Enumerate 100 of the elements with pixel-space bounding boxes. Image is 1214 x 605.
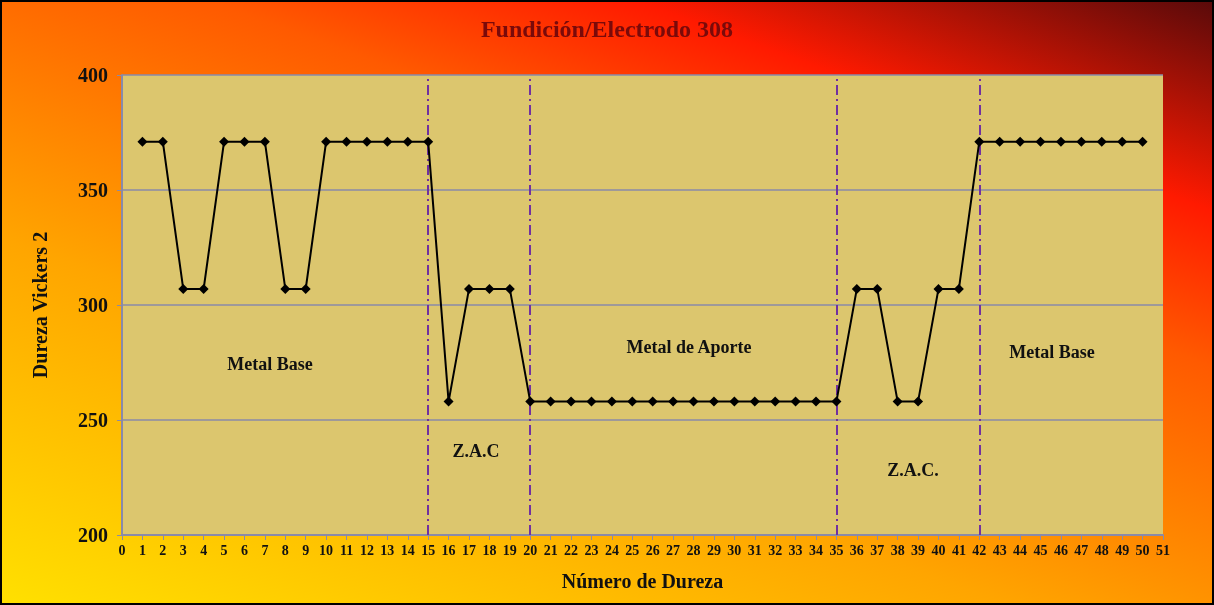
point bbox=[627, 396, 638, 407]
x-tick-label: 43 bbox=[992, 542, 1007, 558]
point bbox=[198, 283, 209, 294]
x-tick-label: 30 bbox=[727, 542, 742, 558]
x-tick-label: 14 bbox=[400, 542, 415, 558]
x-tick-label: 31 bbox=[747, 542, 762, 558]
x-tick-label: 20 bbox=[523, 542, 538, 558]
x-tick-label: 45 bbox=[1033, 542, 1048, 558]
x-tick-label: 2 bbox=[159, 542, 167, 558]
x-tick-label: 19 bbox=[502, 542, 517, 558]
x-tick-label: 27 bbox=[666, 542, 681, 558]
x-tick-label: 16 bbox=[441, 542, 456, 558]
x-tick-label: 3 bbox=[179, 542, 187, 558]
chart-title: Fundición/Electrodo 308 bbox=[480, 16, 734, 42]
y-tick-label: 200 bbox=[78, 524, 108, 546]
point bbox=[423, 136, 434, 147]
x-tick-label: 0 bbox=[118, 542, 126, 558]
x-axis-title: Número de Dureza bbox=[561, 570, 724, 592]
point bbox=[892, 396, 903, 407]
x-tick-label: 11 bbox=[339, 542, 354, 558]
annotation: Z.A.C. bbox=[887, 460, 939, 480]
x-tick-label: 28 bbox=[686, 542, 701, 558]
point bbox=[749, 396, 760, 407]
x-tick-label: 26 bbox=[645, 542, 660, 558]
y-tick-label: 350 bbox=[78, 179, 108, 201]
annotation: Z.A.C bbox=[452, 441, 500, 461]
point bbox=[933, 283, 944, 294]
x-tick-label: 8 bbox=[281, 542, 289, 558]
point bbox=[1096, 136, 1107, 147]
point bbox=[688, 396, 699, 407]
point bbox=[566, 396, 577, 407]
point bbox=[647, 396, 658, 407]
point bbox=[872, 283, 883, 294]
point bbox=[382, 136, 393, 147]
x-tick-label: 15 bbox=[421, 542, 436, 558]
point bbox=[1076, 136, 1087, 147]
point bbox=[1117, 136, 1128, 147]
point bbox=[402, 136, 413, 147]
point bbox=[137, 136, 148, 147]
x-tick-label: 21 bbox=[543, 542, 558, 558]
point bbox=[1035, 136, 1046, 147]
x-tick-label: 9 bbox=[302, 542, 310, 558]
point bbox=[729, 396, 740, 407]
x-tick-label: 17 bbox=[462, 542, 476, 558]
point bbox=[811, 396, 821, 407]
point bbox=[443, 396, 454, 407]
x-tick-label: 41 bbox=[951, 542, 966, 558]
point bbox=[606, 396, 617, 407]
point bbox=[994, 136, 1005, 147]
x-tick-label: 6 bbox=[240, 542, 248, 558]
x-tick-label: 12 bbox=[359, 542, 374, 558]
x-tick-label: 29 bbox=[706, 542, 721, 558]
x-tick-label: 42 bbox=[972, 542, 987, 558]
point bbox=[259, 136, 270, 147]
x-tick-label: 36 bbox=[849, 542, 864, 558]
x-tick-label: 24 bbox=[604, 542, 619, 558]
point bbox=[464, 283, 474, 294]
x-tick-label: 32 bbox=[768, 542, 783, 558]
point bbox=[219, 136, 230, 147]
x-tick-label: 10 bbox=[319, 542, 334, 558]
x-tick-label: 40 bbox=[931, 542, 946, 558]
x-tick-label: 51 bbox=[1156, 542, 1170, 558]
x-tick-label: 35 bbox=[829, 542, 844, 558]
point bbox=[157, 136, 168, 147]
point bbox=[668, 396, 679, 407]
x-tick-label: 1 bbox=[138, 542, 146, 558]
x-tick-label: 39 bbox=[911, 542, 926, 558]
x-tick-label: 5 bbox=[220, 542, 228, 558]
point bbox=[1015, 136, 1026, 147]
point bbox=[280, 283, 291, 294]
point bbox=[525, 396, 536, 407]
x-tick-label: 49 bbox=[1115, 542, 1130, 558]
y-tick-label: 400 bbox=[78, 64, 108, 86]
point bbox=[974, 136, 985, 147]
x-tick-label: 18 bbox=[482, 542, 497, 558]
point bbox=[1055, 136, 1066, 147]
annotation: Metal de Aporte bbox=[626, 337, 752, 357]
x-tick-label: 25 bbox=[625, 542, 640, 558]
x-tick-label: 34 bbox=[809, 542, 823, 558]
point bbox=[484, 283, 495, 294]
point bbox=[790, 396, 801, 407]
y-tick-label: 300 bbox=[78, 294, 108, 316]
point bbox=[178, 283, 189, 294]
point bbox=[239, 136, 250, 147]
x-tick-label: 46 bbox=[1053, 542, 1068, 558]
point bbox=[341, 136, 352, 147]
point bbox=[708, 396, 719, 407]
y-tick-label: 250 bbox=[78, 409, 108, 431]
x-tick-label: 44 bbox=[1013, 542, 1028, 558]
x-tick-label: 23 bbox=[584, 542, 599, 558]
point bbox=[831, 396, 842, 407]
x-tick-label: 47 bbox=[1074, 542, 1089, 558]
point bbox=[851, 283, 862, 294]
point bbox=[300, 283, 311, 294]
x-tick-label: 22 bbox=[564, 542, 579, 558]
point bbox=[545, 396, 556, 407]
x-tick-label: 13 bbox=[380, 542, 395, 558]
point bbox=[321, 136, 332, 147]
point bbox=[913, 396, 924, 407]
x-tick-label: 4 bbox=[200, 542, 208, 558]
